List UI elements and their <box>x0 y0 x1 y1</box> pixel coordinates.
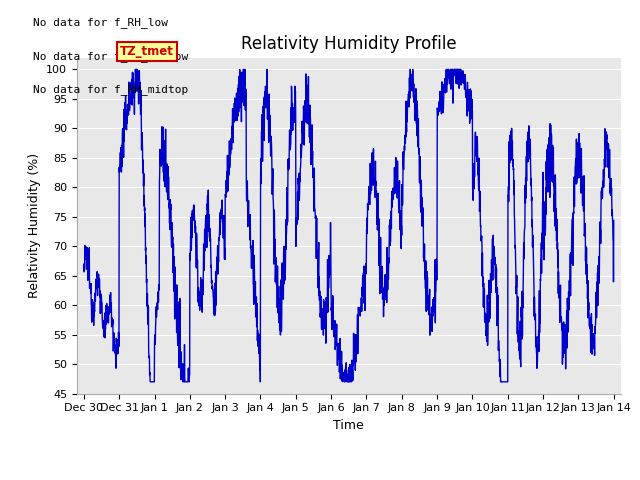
Text: No data for f_RH_midtop: No data for f_RH_midtop <box>33 84 189 96</box>
X-axis label: Time: Time <box>333 419 364 432</box>
Text: No data for f_RH_midlow: No data for f_RH_midlow <box>33 51 189 62</box>
Text: TZ_tmet: TZ_tmet <box>120 45 174 58</box>
Text: No data for f_RH_low: No data for f_RH_low <box>33 17 168 28</box>
Y-axis label: Relativity Humidity (%): Relativity Humidity (%) <box>28 153 40 298</box>
Title: Relativity Humidity Profile: Relativity Humidity Profile <box>241 35 456 53</box>
